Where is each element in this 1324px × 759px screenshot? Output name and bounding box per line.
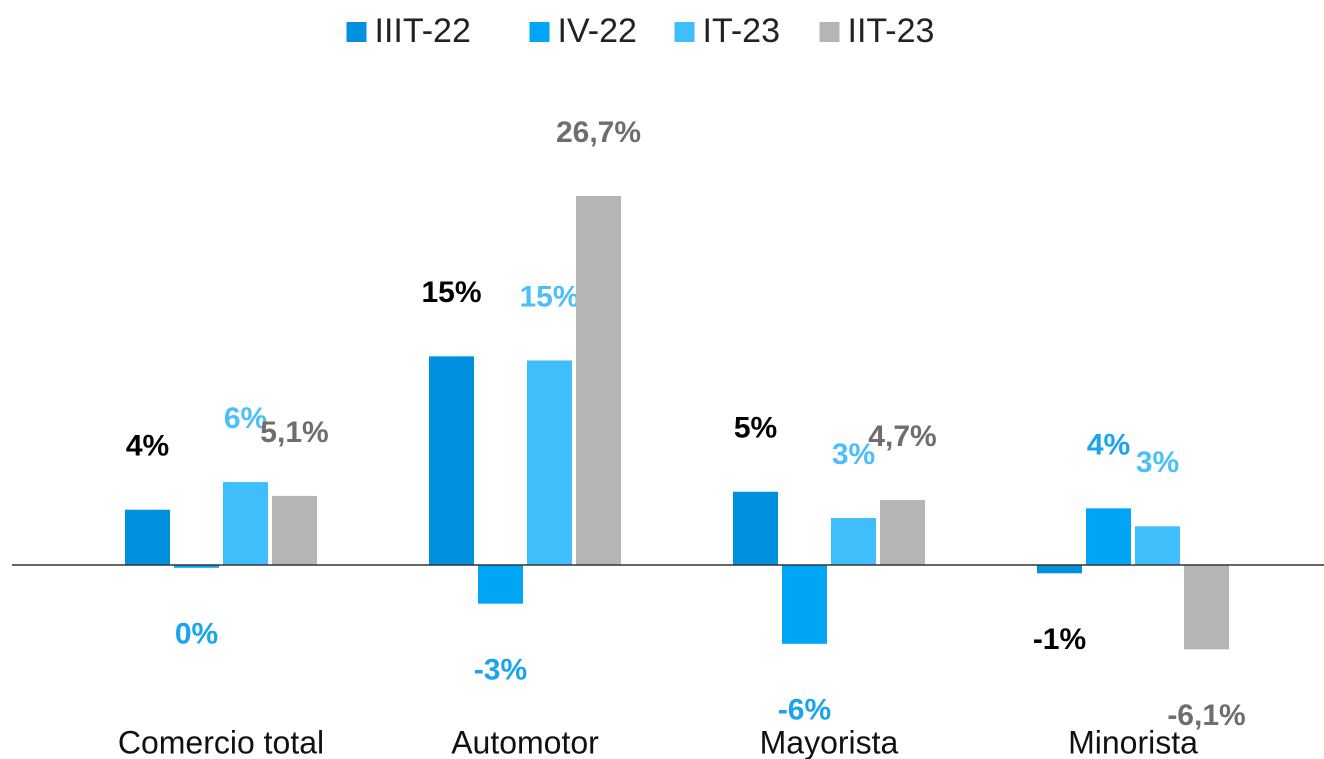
legend-swatch [819,22,840,42]
bar [733,491,778,565]
data-label: 5,1% [260,416,328,449]
bar [125,509,170,565]
data-label: 4% [1087,428,1130,461]
legend-swatch [529,22,550,42]
legend-label: IIT-23 [848,12,935,50]
legend-swatch [346,22,367,42]
bar [174,565,219,568]
bar [527,360,572,565]
data-label: 3% [1136,446,1179,479]
legend-label: IIIT-22 [375,12,471,50]
legend-label: IV-22 [558,12,637,50]
data-label: -6,1% [1167,699,1245,732]
bar [429,356,474,565]
data-label: 15% [421,276,481,309]
bar [880,500,925,565]
x-tick-label: Mayorista [760,724,899,759]
data-label: 6% [224,402,267,435]
bar [576,196,621,566]
data-label: 4,7% [868,420,936,453]
data-label: 5% [734,412,777,445]
x-tick-label: Automotor [451,724,599,759]
data-label: 4% [126,430,169,463]
data-label: 3% [832,438,875,471]
bar [782,565,827,644]
data-label: 26,7% [556,116,641,149]
x-tick-label: Minorista [1068,724,1198,759]
data-label: 15% [519,280,579,313]
data-label: -1% [1033,623,1086,656]
bar [223,482,268,565]
bar [478,565,523,604]
legend-swatch [674,22,695,42]
bar [1086,508,1131,565]
bar [272,495,317,565]
bar [1037,565,1082,574]
x-tick-label: Comercio total [118,724,324,759]
bar [1135,526,1180,565]
bar [831,518,876,565]
data-label: -3% [474,654,527,687]
legend-label: IT-23 [703,12,780,50]
bar [1184,565,1229,650]
data-label: 0% [175,618,218,651]
data-label: -6% [778,694,831,727]
